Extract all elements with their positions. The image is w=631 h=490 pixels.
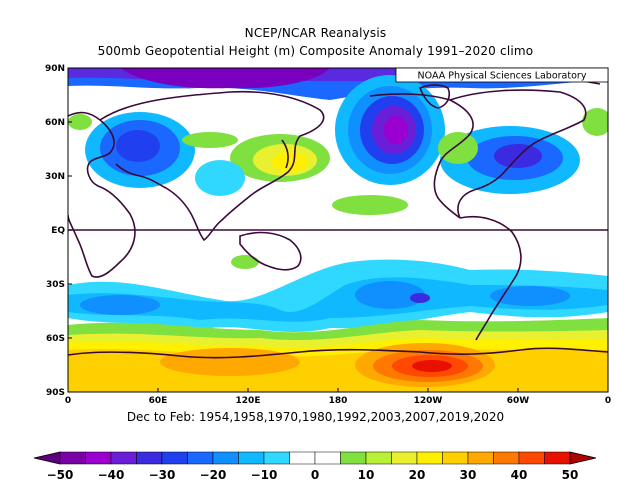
chart-title: NCEP/NCAR Reanalysis — [244, 26, 387, 40]
colorbar-label: 50 — [562, 468, 579, 482]
colorbar-label: 30 — [460, 468, 477, 482]
credit-text: NOAA Physical Sciences Laboratory — [418, 71, 587, 82]
lon-tick-label: 0 — [65, 396, 71, 406]
credit-box: NOAA Physical Sciences Laboratory — [395, 67, 609, 83]
colorbar-cell — [289, 451, 316, 465]
colorbar-cell — [340, 451, 367, 465]
colorbar-label: 20 — [409, 468, 426, 482]
colorbar-cell — [263, 451, 290, 465]
lat-tick-label: 60N — [45, 118, 65, 128]
colorbar-cell — [365, 451, 392, 465]
lon-tick-label: 120E — [236, 396, 261, 406]
colorbar-label: −20 — [200, 468, 227, 482]
coastlines — [68, 78, 608, 359]
colorbar-cell — [110, 451, 137, 465]
lat-tick-label: 60S — [46, 334, 65, 344]
lat-tick-label: 90N — [45, 64, 65, 74]
colorbar-cell — [544, 451, 571, 465]
lon-tick-label: 180 — [329, 396, 348, 406]
lon-tick-label: 60W — [507, 396, 530, 406]
colorbar-cell — [238, 451, 265, 465]
colorbar-label: −50 — [47, 468, 74, 482]
colorbar-cell — [467, 451, 494, 465]
colorbar: −50 −40 −30 −20 −10 0 10 20 30 40 50 — [33, 451, 597, 482]
colorbar-cell — [391, 451, 418, 465]
colorbar-cell — [442, 451, 469, 465]
colorbar-cell — [518, 451, 545, 465]
longitude-axis: 0 60E 120E 180 120W 60W 0 — [65, 388, 611, 406]
colorbar-cell — [314, 451, 341, 465]
chart-subtitle: 500mb Geopotential Height (m) Composite … — [97, 44, 534, 58]
colorbar-label: 0 — [311, 468, 319, 482]
colorbar-cell — [493, 451, 520, 465]
lat-tick-label: 30N — [45, 172, 65, 182]
colorbar-min-arrow — [33, 451, 61, 465]
anomaly-map: NOAA Physical Sciences Laboratory 90N 60N… — [45, 64, 611, 406]
anomaly-field — [68, 68, 608, 392]
colorbar-cell — [85, 451, 112, 465]
colorbar-cell — [416, 451, 443, 465]
colorbar-label: 10 — [358, 468, 375, 482]
colorbar-cell — [212, 451, 239, 465]
colorbar-label: −30 — [149, 468, 176, 482]
colorbar-cell — [161, 451, 188, 465]
colorbar-label: −10 — [251, 468, 278, 482]
colorbar-cell — [59, 451, 86, 465]
lon-tick-label: 0 — [605, 396, 611, 406]
colorbar-cell — [187, 451, 214, 465]
lon-tick-label: 120W — [414, 396, 443, 406]
colorbar-label: −40 — [98, 468, 125, 482]
composite-years-caption: Dec to Feb: 1954,1958,1970,1980,1992,200… — [126, 410, 505, 424]
colorbar-cell — [136, 451, 163, 465]
lat-tick-label: 30S — [46, 280, 65, 290]
colorbar-label: 40 — [511, 468, 528, 482]
lat-tick-label: EQ — [51, 226, 65, 236]
colorbar-max-arrow — [569, 451, 597, 465]
latitude-axis: 90N 60N 30N EQ 30S 60S 90S — [45, 64, 72, 398]
lon-tick-label: 60E — [149, 396, 168, 406]
lat-tick-label: 90S — [46, 388, 65, 398]
